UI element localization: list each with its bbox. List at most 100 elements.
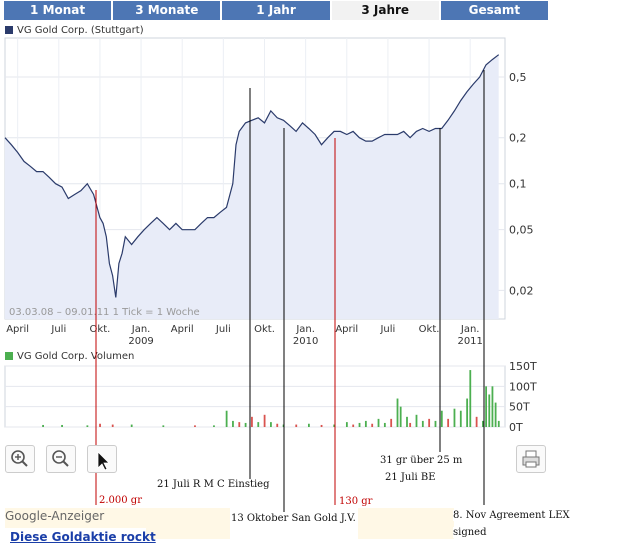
volume-bar bbox=[352, 424, 355, 427]
ad-placeholder-2 bbox=[358, 508, 454, 539]
volume-bar bbox=[364, 420, 367, 427]
volume-bar bbox=[238, 422, 241, 427]
volume-y-tick-label: 150T bbox=[509, 360, 537, 373]
price-legend-swatch bbox=[5, 26, 13, 34]
annotation-signed: signed bbox=[453, 527, 487, 538]
volume-bar bbox=[482, 420, 484, 427]
cursor-arrow-icon bbox=[97, 451, 110, 471]
volume-bar bbox=[421, 420, 424, 427]
volume-legend-label: VG Gold Corp. Volumen bbox=[17, 351, 135, 362]
volume-bar bbox=[491, 386, 494, 427]
print-button[interactable] bbox=[516, 445, 546, 473]
period-tabs: 1 Monat 3 Monate 1 Jahr 3 Jahre Gesamt bbox=[4, 1, 549, 20]
volume-bar bbox=[497, 420, 500, 427]
volume-bar bbox=[358, 422, 361, 427]
zoom-out-icon bbox=[52, 450, 69, 467]
volume-bar bbox=[276, 423, 279, 427]
price-y-tick-label: 0,5 bbox=[509, 71, 527, 84]
x-tick-label: April bbox=[6, 324, 29, 335]
x-tick-label: Jan. bbox=[295, 324, 315, 335]
ad-placeholder-1 bbox=[146, 508, 230, 539]
volume-bar bbox=[320, 424, 323, 427]
x-tick-label: Juli bbox=[50, 324, 66, 335]
volume-bar bbox=[270, 422, 272, 427]
zoom-in-button[interactable] bbox=[5, 445, 35, 473]
x-year-label: 2011 bbox=[457, 336, 482, 347]
volume-legend: VG Gold Corp. Volumen bbox=[5, 351, 134, 362]
price-y-tick-label: 0,02 bbox=[509, 284, 534, 297]
annotation-nov-agreement: 8. Nov Agreement LEX bbox=[453, 510, 570, 521]
volume-bar bbox=[453, 408, 456, 427]
x-tick-label: Juli bbox=[379, 324, 395, 335]
volume-legend-swatch bbox=[5, 352, 13, 360]
volume-y-tick-label: 100T bbox=[509, 380, 537, 393]
volume-bar bbox=[111, 424, 114, 427]
price-legend: VG Gold Corp. (Stuttgart) bbox=[5, 25, 144, 36]
volume-bar bbox=[383, 422, 386, 427]
volume-bar bbox=[415, 414, 418, 427]
range-note: 03.03.08 – 09.01.11 1 Tick = 1 Woche bbox=[9, 307, 200, 318]
volume-bar bbox=[42, 424, 44, 427]
printer-icon bbox=[522, 450, 540, 468]
x-tick-label: April bbox=[335, 324, 358, 335]
x-year-label: 2009 bbox=[128, 336, 153, 347]
volume-bar bbox=[371, 423, 374, 427]
price-y-tick-label: 0,05 bbox=[509, 224, 534, 237]
x-tick-label: Juli bbox=[215, 324, 231, 335]
volume-bar bbox=[295, 424, 298, 427]
volume-bar bbox=[399, 406, 402, 427]
volume-bar bbox=[251, 416, 253, 427]
volume-bar bbox=[409, 422, 412, 427]
price-y-tick-label: 0,1 bbox=[509, 178, 527, 191]
x-tick-label: Jan. bbox=[460, 324, 480, 335]
volume-bar bbox=[466, 398, 469, 427]
tab-1-jahr[interactable]: 1 Jahr bbox=[222, 1, 330, 20]
volume-bar bbox=[469, 370, 472, 427]
volume-bar bbox=[244, 422, 247, 427]
volume-bar bbox=[494, 402, 497, 427]
volume-bar bbox=[194, 425, 196, 427]
x-year-label: 2010 bbox=[293, 336, 318, 347]
volume-plot-area bbox=[4, 365, 506, 428]
volume-bar bbox=[459, 410, 462, 427]
ad-headline-link[interactable]: Diese Goldaktie rockt bbox=[10, 530, 156, 544]
tab-3-monate[interactable]: 3 Monate bbox=[113, 1, 221, 20]
volume-bar bbox=[213, 425, 215, 427]
price-legend-label: VG Gold Corp. (Stuttgart) bbox=[17, 25, 144, 36]
volume-bar bbox=[61, 424, 63, 427]
zoom-in-icon bbox=[11, 450, 28, 467]
volume-bar bbox=[447, 418, 450, 427]
volume-bar bbox=[307, 423, 310, 427]
volume-bar bbox=[377, 418, 380, 427]
x-tick-label: Okt. bbox=[90, 324, 111, 335]
tab-1-monat[interactable]: 1 Monat bbox=[4, 1, 112, 20]
volume-bar bbox=[130, 424, 133, 427]
annotation-21-juli-be: 21 Juli BE bbox=[385, 472, 436, 483]
tab-gesamt[interactable]: Gesamt bbox=[440, 1, 549, 20]
x-tick-label: Okt. bbox=[419, 324, 440, 335]
volume-y-tick-label: 50T bbox=[509, 401, 530, 414]
price-line bbox=[4, 54, 500, 298]
volume-y-tick-label: 0T bbox=[509, 421, 523, 434]
price-y-tick-label: 0,2 bbox=[509, 132, 527, 145]
annotation-130-gr: 130 gr bbox=[339, 496, 373, 507]
volume-bar bbox=[475, 416, 478, 427]
volume-bar bbox=[440, 410, 443, 427]
volume-bar bbox=[485, 386, 488, 427]
volume-bar bbox=[99, 423, 101, 427]
volume-bar bbox=[225, 410, 228, 427]
volume-bar bbox=[232, 420, 234, 427]
volume-bar bbox=[488, 394, 491, 427]
tab-3-jahre[interactable]: 3 Jahre bbox=[331, 1, 439, 20]
volume-bar bbox=[263, 414, 266, 427]
zoom-out-button[interactable] bbox=[46, 445, 76, 473]
annotation-31-gr: 31 gr über 25 m bbox=[380, 455, 463, 466]
x-tick-label: Jan. bbox=[131, 324, 151, 335]
volume-bar bbox=[390, 418, 393, 427]
volume-bar bbox=[162, 425, 165, 427]
annotation-2000-gr: 2.000 gr bbox=[99, 495, 142, 506]
pointer-button[interactable] bbox=[87, 445, 117, 473]
volume-bar bbox=[345, 422, 348, 427]
volume-bar bbox=[428, 418, 431, 427]
